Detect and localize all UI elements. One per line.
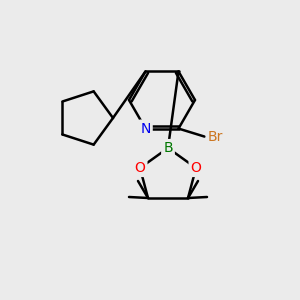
- Text: Br: Br: [208, 130, 223, 144]
- Text: O: O: [190, 161, 201, 175]
- Text: N: N: [140, 122, 151, 136]
- Text: O: O: [135, 161, 146, 175]
- Text: B: B: [163, 141, 173, 155]
